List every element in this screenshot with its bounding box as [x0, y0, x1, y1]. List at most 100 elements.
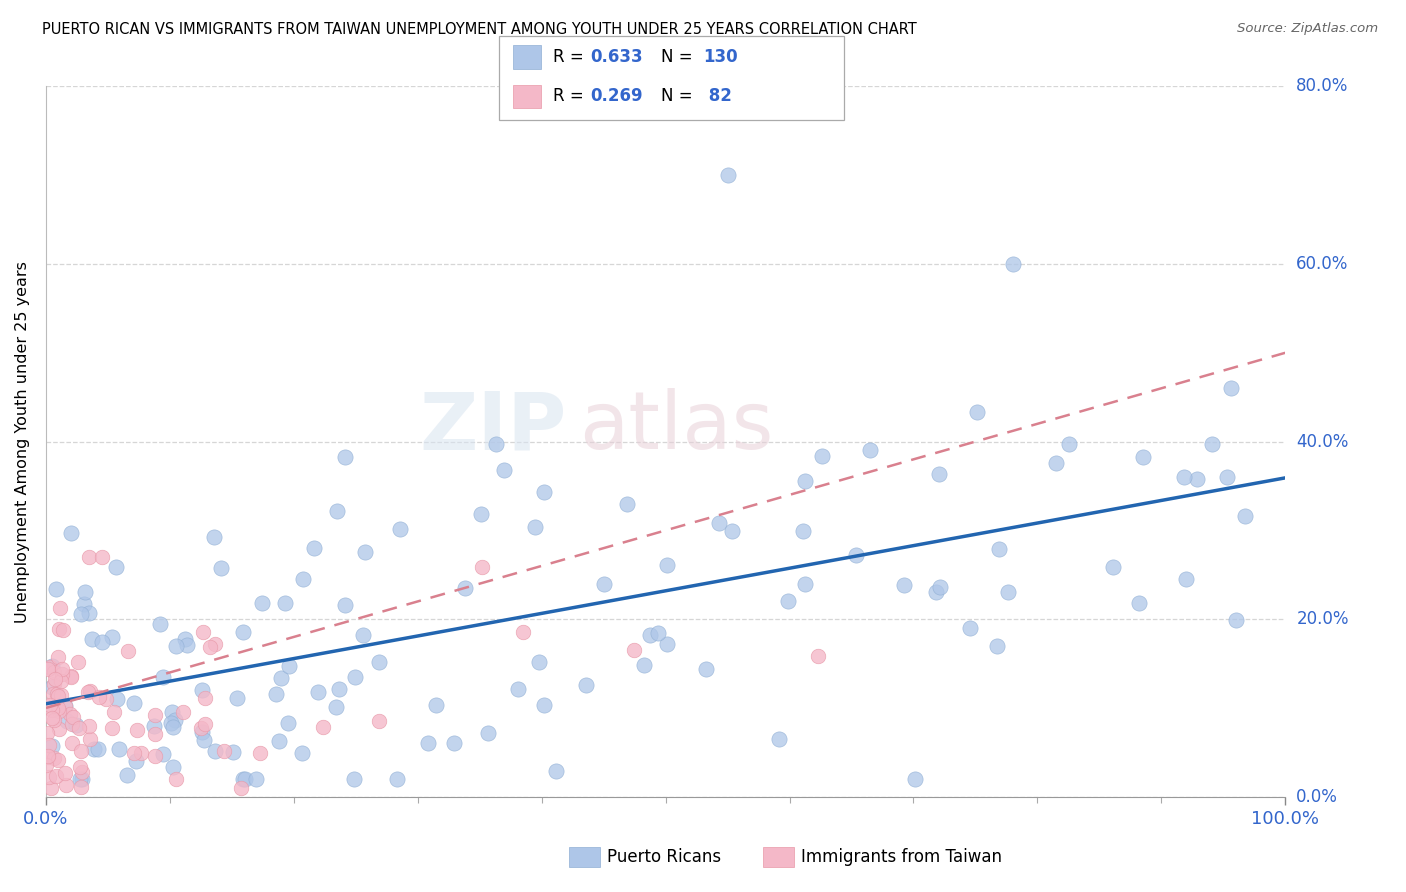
- Puerto Ricans: [707, 516, 730, 530]
- Puerto Ricans: [792, 524, 814, 538]
- Puerto Ricans: [593, 577, 616, 591]
- Puerto Ricans: [326, 504, 349, 518]
- Puerto Ricans: [1201, 436, 1223, 450]
- Puerto Ricans: [1220, 381, 1243, 395]
- Immigrants from Taiwan: [70, 764, 93, 779]
- Puerto Ricans: [209, 561, 232, 575]
- Puerto Ricans: [162, 760, 184, 774]
- Immigrants from Taiwan: [471, 559, 494, 574]
- Puerto Ricans: [69, 607, 91, 621]
- Text: R =: R =: [553, 87, 589, 105]
- Puerto Ricans: [252, 596, 274, 610]
- Puerto Ricans: [368, 655, 391, 669]
- Puerto Ricans: [73, 585, 96, 599]
- Immigrants from Taiwan: [77, 685, 100, 699]
- Immigrants from Taiwan: [122, 747, 145, 761]
- Immigrants from Taiwan: [69, 760, 91, 774]
- Text: N =: N =: [661, 87, 697, 105]
- Puerto Ricans: [41, 680, 63, 694]
- Immigrants from Taiwan: [45, 769, 67, 783]
- Immigrants from Taiwan: [204, 636, 226, 650]
- Puerto Ricans: [533, 698, 555, 713]
- Puerto Ricans: [1173, 469, 1195, 483]
- Puerto Ricans: [122, 696, 145, 710]
- Immigrants from Taiwan: [125, 723, 148, 737]
- Puerto Ricans: [1216, 470, 1239, 484]
- Text: Puerto Ricans: Puerto Ricans: [607, 848, 721, 866]
- Puerto Ricans: [1045, 456, 1067, 470]
- Immigrants from Taiwan: [249, 746, 271, 760]
- Puerto Ricans: [193, 732, 215, 747]
- Immigrants from Taiwan: [46, 689, 69, 703]
- Puerto Ricans: [354, 545, 377, 559]
- Puerto Ricans: [1225, 613, 1247, 627]
- Immigrants from Taiwan: [46, 753, 69, 767]
- Puerto Ricans: [152, 670, 174, 684]
- Puerto Ricans: [1132, 450, 1154, 465]
- Immigrants from Taiwan: [70, 780, 93, 794]
- Puerto Ricans: [845, 548, 868, 562]
- Text: 40.0%: 40.0%: [1296, 433, 1348, 450]
- Immigrants from Taiwan: [194, 717, 217, 731]
- Puerto Ricans: [1128, 596, 1150, 610]
- Y-axis label: Unemployment Among Youth under 25 years: Unemployment Among Youth under 25 years: [15, 260, 30, 623]
- Puerto Ricans: [105, 691, 128, 706]
- Puerto Ricans: [45, 582, 67, 596]
- Immigrants from Taiwan: [129, 747, 152, 761]
- Puerto Ricans: [633, 658, 655, 673]
- Puerto Ricans: [56, 714, 79, 729]
- Puerto Ricans: [524, 520, 547, 534]
- Puerto Ricans: [389, 522, 412, 536]
- Text: atlas: atlas: [579, 388, 773, 467]
- Immigrants from Taiwan: [46, 688, 69, 702]
- Immigrants from Taiwan: [42, 713, 65, 727]
- Puerto Ricans: [87, 742, 110, 756]
- Puerto Ricans: [65, 717, 87, 731]
- Immigrants from Taiwan: [79, 549, 101, 564]
- Puerto Ricans: [343, 670, 366, 684]
- Puerto Ricans: [640, 628, 662, 642]
- Text: R =: R =: [553, 48, 589, 66]
- Text: PUERTO RICAN VS IMMIGRANTS FROM TAIWAN UNEMPLOYMENT AMONG YOUTH UNDER 25 YEARS C: PUERTO RICAN VS IMMIGRANTS FROM TAIWAN U…: [42, 22, 917, 37]
- Puerto Ricans: [1001, 257, 1024, 271]
- Immigrants from Taiwan: [44, 673, 66, 687]
- Immigrants from Taiwan: [623, 643, 645, 657]
- Puerto Ricans: [893, 578, 915, 592]
- Puerto Ricans: [274, 596, 297, 610]
- Immigrants from Taiwan: [79, 731, 101, 746]
- Puerto Ricans: [302, 541, 325, 555]
- Puerto Ricans: [165, 639, 187, 653]
- Puerto Ricans: [245, 772, 267, 786]
- Text: ZIP: ZIP: [419, 388, 567, 467]
- Immigrants from Taiwan: [117, 644, 139, 658]
- Immigrants from Taiwan: [49, 673, 72, 688]
- Puerto Ricans: [443, 736, 465, 750]
- Puerto Ricans: [80, 632, 103, 647]
- Puerto Ricans: [454, 581, 477, 595]
- Immigrants from Taiwan: [55, 779, 77, 793]
- Puerto Ricans: [160, 705, 183, 719]
- Puerto Ricans: [1102, 560, 1125, 574]
- Immigrants from Taiwan: [51, 662, 73, 676]
- Puerto Ricans: [41, 739, 63, 753]
- Immigrants from Taiwan: [60, 668, 83, 682]
- Puerto Ricans: [721, 524, 744, 539]
- Puerto Ricans: [264, 687, 287, 701]
- Puerto Ricans: [278, 659, 301, 673]
- Immigrants from Taiwan: [53, 766, 76, 780]
- Puerto Ricans: [508, 681, 530, 696]
- Text: 20.0%: 20.0%: [1296, 610, 1348, 628]
- Puerto Ricans: [163, 713, 186, 727]
- Puerto Ricans: [291, 746, 314, 760]
- Puerto Ricans: [160, 715, 183, 730]
- Immigrants from Taiwan: [48, 623, 70, 637]
- Puerto Ricans: [966, 405, 988, 419]
- Puerto Ricans: [101, 630, 124, 644]
- Immigrants from Taiwan: [42, 665, 65, 679]
- Puerto Ricans: [335, 598, 357, 612]
- Text: 82: 82: [703, 87, 733, 105]
- Puerto Ricans: [105, 560, 128, 574]
- Immigrants from Taiwan: [70, 744, 93, 758]
- Text: 60.0%: 60.0%: [1296, 255, 1348, 273]
- Puerto Ricans: [647, 626, 669, 640]
